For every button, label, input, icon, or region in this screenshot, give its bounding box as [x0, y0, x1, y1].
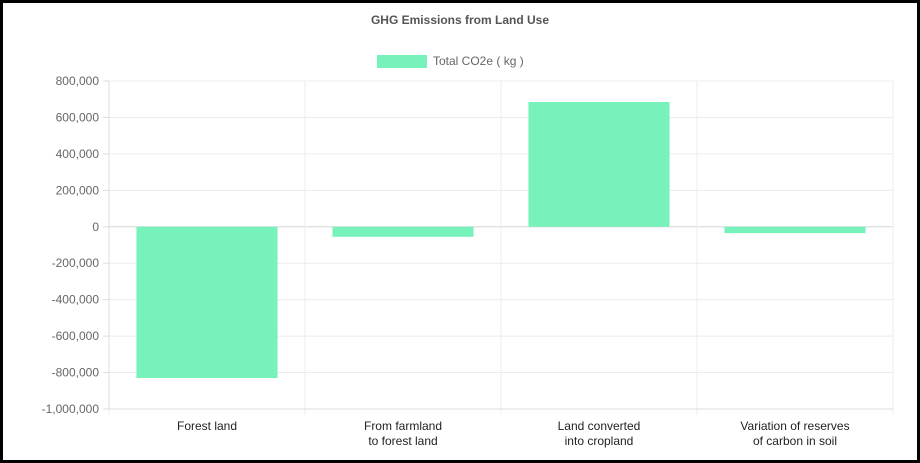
y-tick-label: -400,000 — [52, 293, 100, 307]
y-tick-label: 800,000 — [56, 74, 100, 88]
x-tick-label: Land converted — [558, 419, 641, 433]
x-tick-label: From farmland — [364, 419, 442, 433]
y-tick-label: 0 — [92, 220, 99, 234]
legend[interactable]: Total CO2e ( kg ) — [377, 54, 524, 68]
y-tick-label: -600,000 — [52, 329, 100, 343]
x-tick-label: Variation of reserves — [740, 419, 849, 433]
x-tick-label: Forest land — [177, 419, 237, 433]
y-tick-label: -800,000 — [52, 366, 100, 380]
bar[interactable] — [724, 226, 866, 234]
bar[interactable] — [332, 226, 474, 237]
x-tick-label: to forest land — [368, 434, 437, 448]
x-tick-label: of carbon in soil — [753, 434, 837, 448]
legend-swatch — [377, 55, 427, 68]
y-tick-label: 600,000 — [56, 110, 100, 124]
bar[interactable] — [528, 101, 670, 227]
legend-label: Total CO2e ( kg ) — [433, 54, 524, 68]
y-tick-label: -1,000,000 — [42, 402, 100, 416]
bar-chart: GHG Emissions from Land Use Total CO2e (… — [42, 13, 894, 448]
y-tick-label: -200,000 — [52, 256, 100, 270]
chart-title: GHG Emissions from Land Use — [371, 13, 549, 27]
bar[interactable] — [136, 226, 278, 379]
y-tick-label: 400,000 — [56, 147, 100, 161]
x-tick-label: into cropland — [565, 434, 634, 448]
y-tick-label: 200,000 — [56, 183, 100, 197]
